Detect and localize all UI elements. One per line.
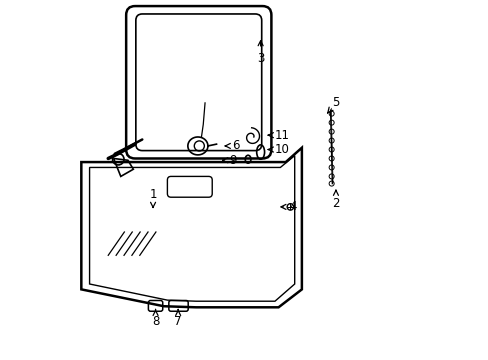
Text: 1: 1 [149,188,157,207]
Text: 10: 10 [268,143,289,156]
Text: 11: 11 [268,129,289,142]
Text: 8: 8 [152,310,159,328]
Text: 4: 4 [281,201,296,213]
Text: 5: 5 [327,96,339,113]
Text: 7: 7 [174,310,182,328]
Text: 6: 6 [225,139,239,152]
Text: 2: 2 [331,190,339,210]
Text: 9: 9 [223,154,236,167]
Text: 3: 3 [256,41,264,64]
